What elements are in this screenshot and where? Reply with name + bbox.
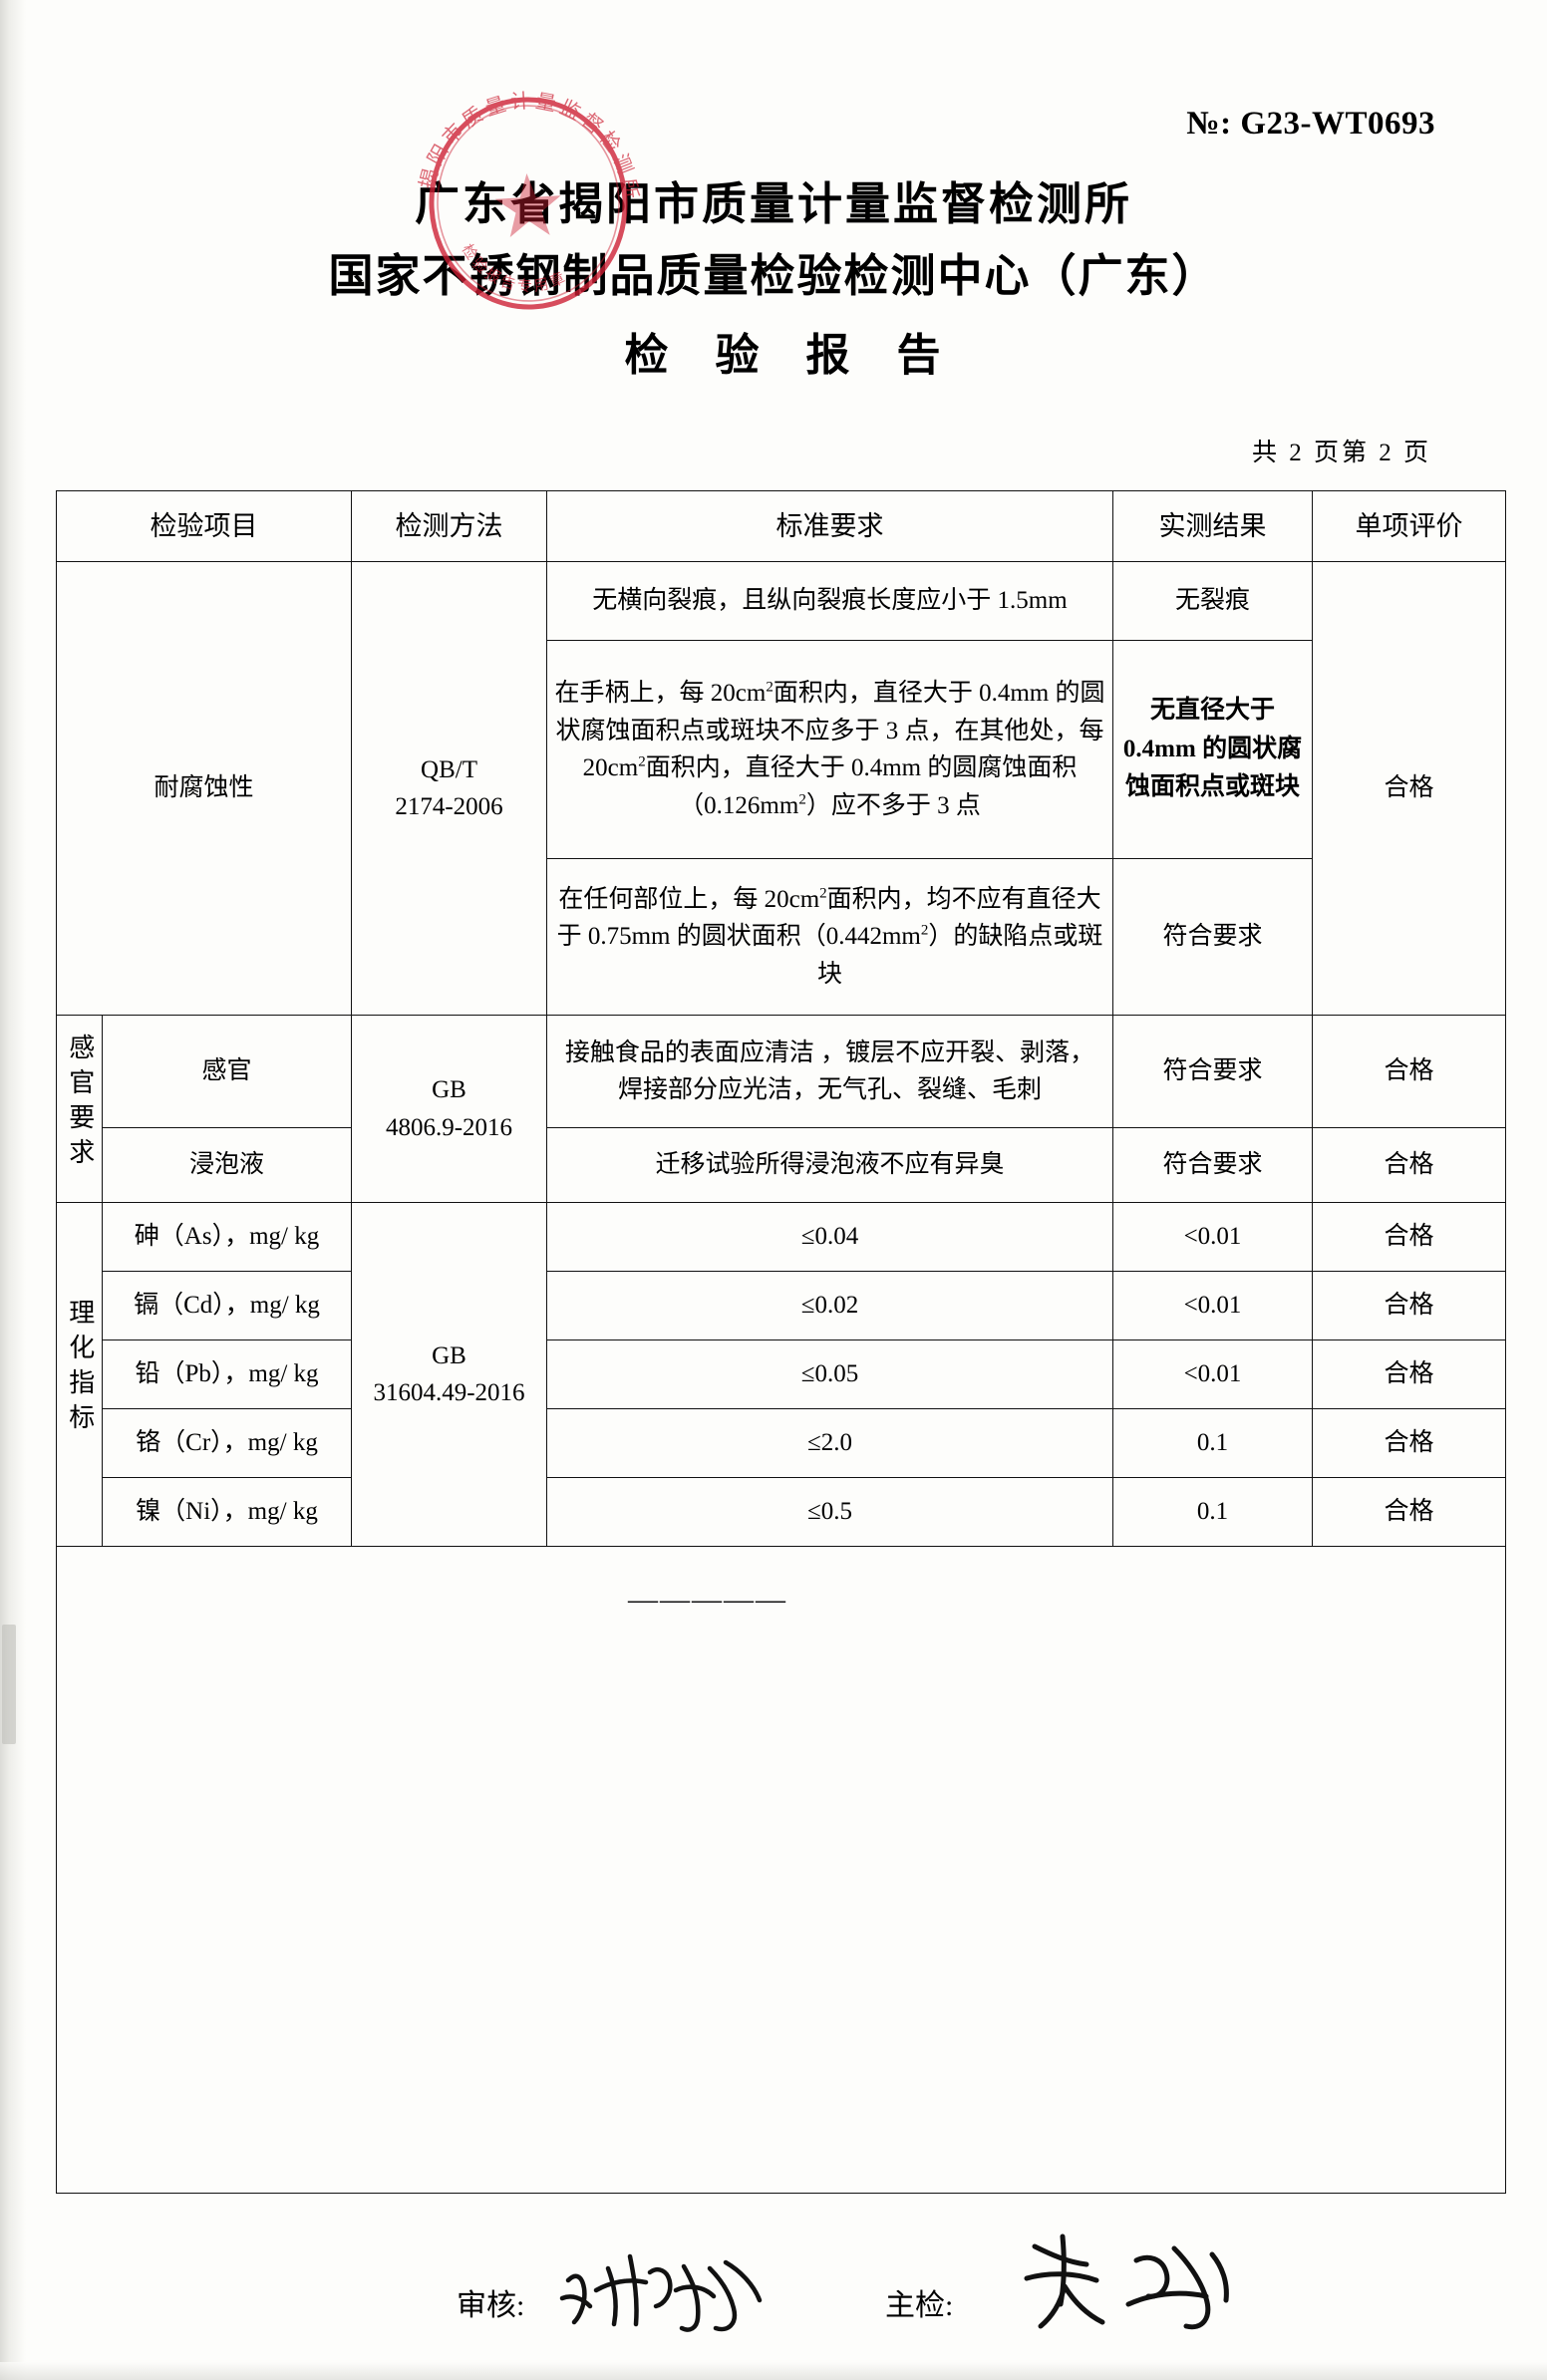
method-line-2: 31604.49-2016 [373, 1379, 525, 1406]
scan-edge-shadow-bottom [0, 2362, 1547, 2380]
method-line-1: GB [432, 1341, 466, 1369]
cell-standard-nickel: ≤0.5 [546, 1477, 1113, 1547]
cell-item-lead: 铅（Pb），mg/ kg [102, 1339, 352, 1409]
std-text-part4: ）应不多于 3 点 [805, 791, 981, 819]
cell-verdict-chromium: 合格 [1312, 1408, 1506, 1478]
cell-item-chromium: 铬（Cr），mg/ kg [102, 1408, 352, 1478]
header-standard: 标准要求 [546, 490, 1113, 562]
chief-inspector-signature [1024, 2233, 1229, 2330]
cell-standard-arsenic: ≤0.04 [546, 1202, 1113, 1272]
cell-standard-sensory: 接触食品的表面应清洁 ，镀层不应开裂、剥落，焊接部分应光洁，无气孔、裂缝、毛刺 [546, 1015, 1113, 1128]
std-sup1: 2 [819, 885, 827, 902]
organization-title: 广东省揭阳市质量计量监督检测所 [414, 179, 1132, 229]
cell-method-corrosion: QB/T 2174-2006 [351, 561, 547, 1016]
cell-result-crack: 无裂痕 [1112, 561, 1313, 641]
cell-result-nickel: 0.1 [1112, 1477, 1313, 1547]
cell-result-lead: <0.01 [1112, 1339, 1313, 1409]
table-row: 浸泡液 迁移试验所得浸泡液不应有异臭 符合要求 合格 [57, 1127, 1506, 1203]
cell-item-corrosion: 耐腐蚀性 [56, 561, 352, 1016]
cell-item-soak-liquid: 浸泡液 [102, 1127, 352, 1203]
std-sup2: 2 [638, 753, 646, 770]
cell-item-cadmium: 镉（Cd），mg/ kg [102, 1271, 352, 1340]
scan-edge-shadow-left [0, 0, 26, 2380]
cell-verdict-sensory: 合格 [1312, 1015, 1506, 1128]
cell-verdict-lead: 合格 [1312, 1339, 1506, 1409]
cell-standard-cadmium: ≤0.02 [546, 1271, 1113, 1340]
center-title: 国家不锈钢制品质量检验检测中心（广东） [328, 251, 1219, 301]
header-result: 实测结果 [1112, 490, 1313, 562]
table-row: 铬（Cr），mg/ kg ≤2.0 0.1 合格 [57, 1408, 1506, 1478]
table-header-row: 检验项目 检测方法 标准要求 实测结果 单项评价 [56, 490, 1506, 562]
cell-result-chromium: 0.1 [1112, 1408, 1313, 1478]
cell-standard-anywhere-defects: 在任何部位上，每 20cm2面积内，均不应有直径大于 0.75mm 的圆状面积（… [546, 858, 1113, 1016]
cell-verdict-cadmium: 合格 [1312, 1271, 1506, 1340]
reviewer-signature [559, 2253, 763, 2332]
group-label-physicochemical: 理化指标 [65, 1299, 95, 1439]
table-row: 镍（Ni），mg/ kg ≤0.5 0.1 合格 [57, 1477, 1506, 1547]
cell-result-sensory: 符合要求 [1112, 1015, 1313, 1128]
std-sup1: 2 [766, 679, 774, 696]
cell-blank-end-of-report [56, 1546, 1506, 2194]
cell-verdict-corrosion: 合格 [1312, 561, 1506, 1016]
std-text-part3: 面积内，直径大于 0.4mm 的圆腐蚀面积（0.126mm [645, 754, 1078, 819]
header-item: 检验项目 [56, 490, 352, 562]
method-line-2: 2174-2006 [395, 793, 503, 820]
table-row: 铅（Pb），mg/ kg ≤0.05 <0.01 合格 [57, 1339, 1506, 1409]
cell-method-sensory: GB 4806.9-2016 [351, 1015, 547, 1203]
cell-item-nickel: 镍（Ni），mg/ kg [102, 1477, 352, 1547]
cell-result-cadmium: <0.01 [1112, 1271, 1313, 1340]
cell-method-physicochemical: GB 31604.49-2016 [351, 1202, 547, 1547]
end-of-data-dashes: ————— [628, 1583, 787, 1616]
cell-result-arsenic: <0.01 [1112, 1202, 1313, 1272]
std-text-part2: 面积内，直径大于 0.4mm 的圆状腐蚀面积点或斑块不应多于 3 点，在其他处，… [555, 680, 1105, 781]
std-sup3: 2 [798, 791, 806, 808]
table-row: 感官要求 感官 GB 4806.9-2016 接触食品的表面应清洁 ，镀层不应开… [56, 1015, 1506, 1203]
cell-group-physicochemical: 理化指标 [56, 1202, 103, 1547]
table-row: 理化指标 砷（As），mg/ kg GB 31604.49-2016 ≤0.04… [56, 1202, 1506, 1547]
cell-result-anywhere-defects: 符合要求 [1112, 858, 1313, 1016]
cell-result-soak-liquid: 符合要求 [1112, 1127, 1313, 1203]
cell-item-sensory: 感官 [102, 1015, 352, 1128]
page-count: 共 2 页第 2 页 [1251, 440, 1431, 466]
table-row: 镉（Cd），mg/ kg ≤0.02 <0.01 合格 [57, 1271, 1506, 1340]
chief-inspector-label: 主检: [885, 2289, 954, 2322]
cell-verdict-nickel: 合格 [1312, 1477, 1506, 1547]
page-title: 检 验 报 告 [624, 331, 959, 380]
header-method: 检测方法 [351, 490, 547, 562]
cell-standard-soak-liquid: 迁移试验所得浸泡液不应有异臭 [546, 1127, 1113, 1203]
std-sup2: 2 [920, 922, 929, 939]
std-text-part1: 在任何部位上，每 20cm [558, 885, 820, 913]
cell-result-handle-pits: 无直径大于 0.4mm 的圆状腐蚀面积点或斑块 [1112, 640, 1313, 859]
reviewer-label: 审核: [457, 2289, 525, 2322]
table-row: 在手柄上，每 20cm2面积内，直径大于 0.4mm 的圆状腐蚀面积点或斑块不应… [57, 640, 1506, 859]
cell-group-sensory: 感官要求 [56, 1015, 103, 1203]
cell-standard-crack: 无横向裂痕，且纵向裂痕长度应小于 1.5mm [546, 561, 1113, 641]
cell-standard-lead: ≤0.05 [546, 1339, 1113, 1409]
std-text-part1: 在手柄上，每 20cm [554, 680, 767, 707]
cell-verdict-arsenic: 合格 [1312, 1202, 1506, 1272]
std-text-part3: ）的缺陷点或斑块 [816, 923, 1103, 988]
cell-standard-handle-pits: 在手柄上，每 20cm2面积内，直径大于 0.4mm 的圆状腐蚀面积点或斑块不应… [546, 640, 1113, 859]
report-number: №: G23-WT0693 [1186, 106, 1435, 142]
std-text-part2: 面积内，均不应有直径大于 0.75mm 的圆状面积（0.442mm [556, 885, 1101, 951]
cell-verdict-soak-liquid: 合格 [1312, 1127, 1506, 1203]
group-label-sensory: 感官要求 [65, 1033, 95, 1173]
scan-edge-artifact [2, 1625, 16, 1744]
table-row: 耐腐蚀性 QB/T 2174-2006 无横向裂痕，且纵向裂痕长度应小于 1.5… [56, 561, 1506, 1016]
method-line-1: GB [432, 1076, 466, 1103]
cell-item-arsenic: 砷（As），mg/ kg [102, 1202, 352, 1272]
method-line-1: QB/T [421, 755, 477, 783]
table-row-blank [56, 1546, 1506, 2194]
header-verdict: 单项评价 [1312, 490, 1506, 562]
cell-standard-chromium: ≤2.0 [546, 1408, 1113, 1478]
method-line-2: 4806.9-2016 [385, 1113, 513, 1141]
table-row: 在任何部位上，每 20cm2面积内，均不应有直径大于 0.75mm 的圆状面积（… [57, 858, 1506, 1016]
inspection-results-table: 检验项目 检测方法 标准要求 实测结果 单项评价 耐腐蚀性 QB/T 2174-… [56, 490, 1506, 2194]
